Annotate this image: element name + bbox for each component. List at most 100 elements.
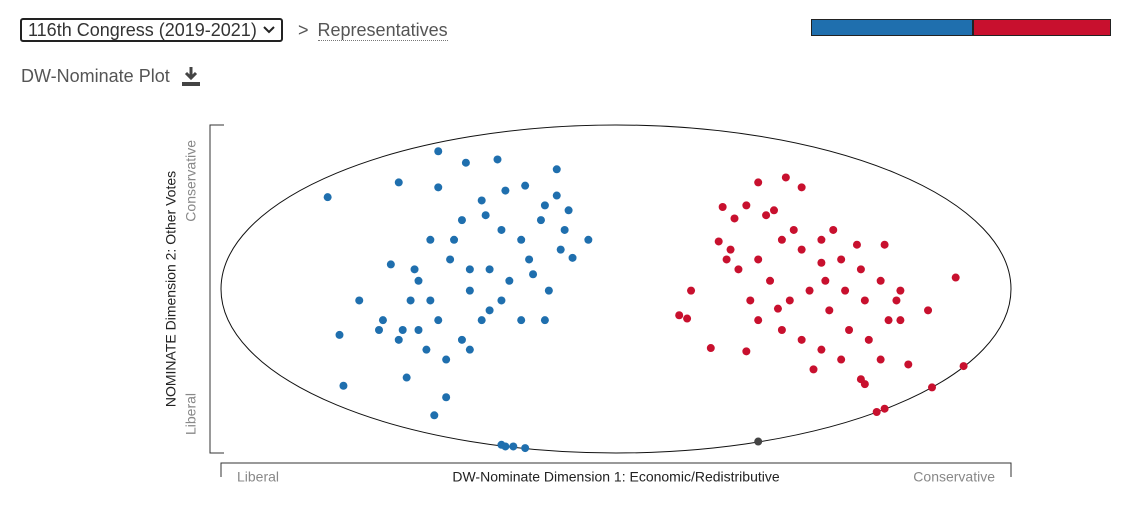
boundary-ellipse [220,124,1012,454]
member-point [414,276,423,285]
breadcrumb: > Representatives [298,18,448,42]
member-point [683,314,692,323]
member-point [852,240,861,249]
member-point [872,408,881,416]
member-point [560,225,569,234]
member-point [442,355,451,364]
member-point [797,335,806,344]
member-point [584,235,593,244]
chamber-link[interactable]: Representatives [317,20,448,41]
congress-select[interactable]: 116th Congress (2019-2021) [20,18,283,42]
member-point [825,306,834,315]
member-point [410,265,419,274]
member-point [797,183,806,192]
member-point [714,237,723,246]
member-point [880,240,889,249]
member-point [477,196,486,205]
member-point [434,147,443,156]
member-point [525,255,534,264]
y-axis [209,124,224,454]
member-point [398,326,407,334]
member-point [730,214,739,223]
congress-label: 116th Congress (2019-2021) [28,20,257,40]
member-point [817,235,826,244]
member-point [568,253,577,262]
member-point [521,181,530,190]
member-point [505,276,514,285]
member-point [864,335,873,344]
member-point [837,255,846,264]
member-point [880,404,889,413]
member-point [394,335,403,344]
member-point [706,344,715,353]
member-point [884,316,893,325]
member-point [777,326,786,334]
member-point [426,296,435,305]
member-point [805,286,814,295]
member-point [323,193,332,202]
member-point [517,316,526,325]
member-point [477,316,486,325]
member-point [485,265,494,274]
member-point [434,183,443,192]
member-point [465,286,474,295]
member-point [742,201,751,210]
x-end-label: Conservative [913,469,995,485]
member-point [770,206,778,215]
member-point [722,255,731,264]
member-point [762,211,771,220]
member-point [896,286,905,295]
member-point [856,265,865,274]
member-point [564,206,573,215]
member-point [734,265,743,274]
member-point [457,216,466,225]
member-point [450,235,459,244]
member-point [540,201,549,210]
chevron-icon [263,26,275,34]
member-point [375,326,383,334]
x-end-label: Liberal [237,469,279,485]
member-point [892,296,901,305]
member-point [497,296,506,305]
member-point [414,326,423,334]
member-point [402,373,411,382]
member-point [959,362,968,371]
member-point [552,165,561,174]
member-point [829,225,838,234]
member-point [773,304,782,313]
x-axis [220,462,1012,477]
member-point [465,265,474,274]
download-icon[interactable] [180,65,202,87]
member-point [817,345,826,354]
member-point [924,306,933,315]
member-point [777,235,786,244]
member-point [378,316,387,325]
member-point [339,381,348,390]
member-point [754,437,763,446]
member-point [766,276,775,285]
member-point [687,286,696,295]
member-point [860,296,869,305]
member-point [856,375,865,384]
member-point [406,296,415,305]
y-axis-label: NOMINATE Dimension 2: Other Votes [163,171,179,407]
member-point [841,286,850,295]
member-point [785,296,794,305]
member-point [821,276,830,285]
member-point [442,393,451,402]
member-point [797,245,806,254]
member-point [951,273,960,282]
member-point [457,335,466,344]
member-point [896,316,905,325]
x-axis-label: DW-Nominate Dimension 1: Economic/Redist… [452,469,780,485]
member-point [718,203,727,211]
seat-segment [972,20,1110,35]
member-point [335,330,344,339]
member-point [517,235,526,244]
member-point [556,245,565,254]
member-point [434,316,443,325]
member-point [426,235,435,244]
member-point [726,245,735,254]
member-point [675,311,684,320]
